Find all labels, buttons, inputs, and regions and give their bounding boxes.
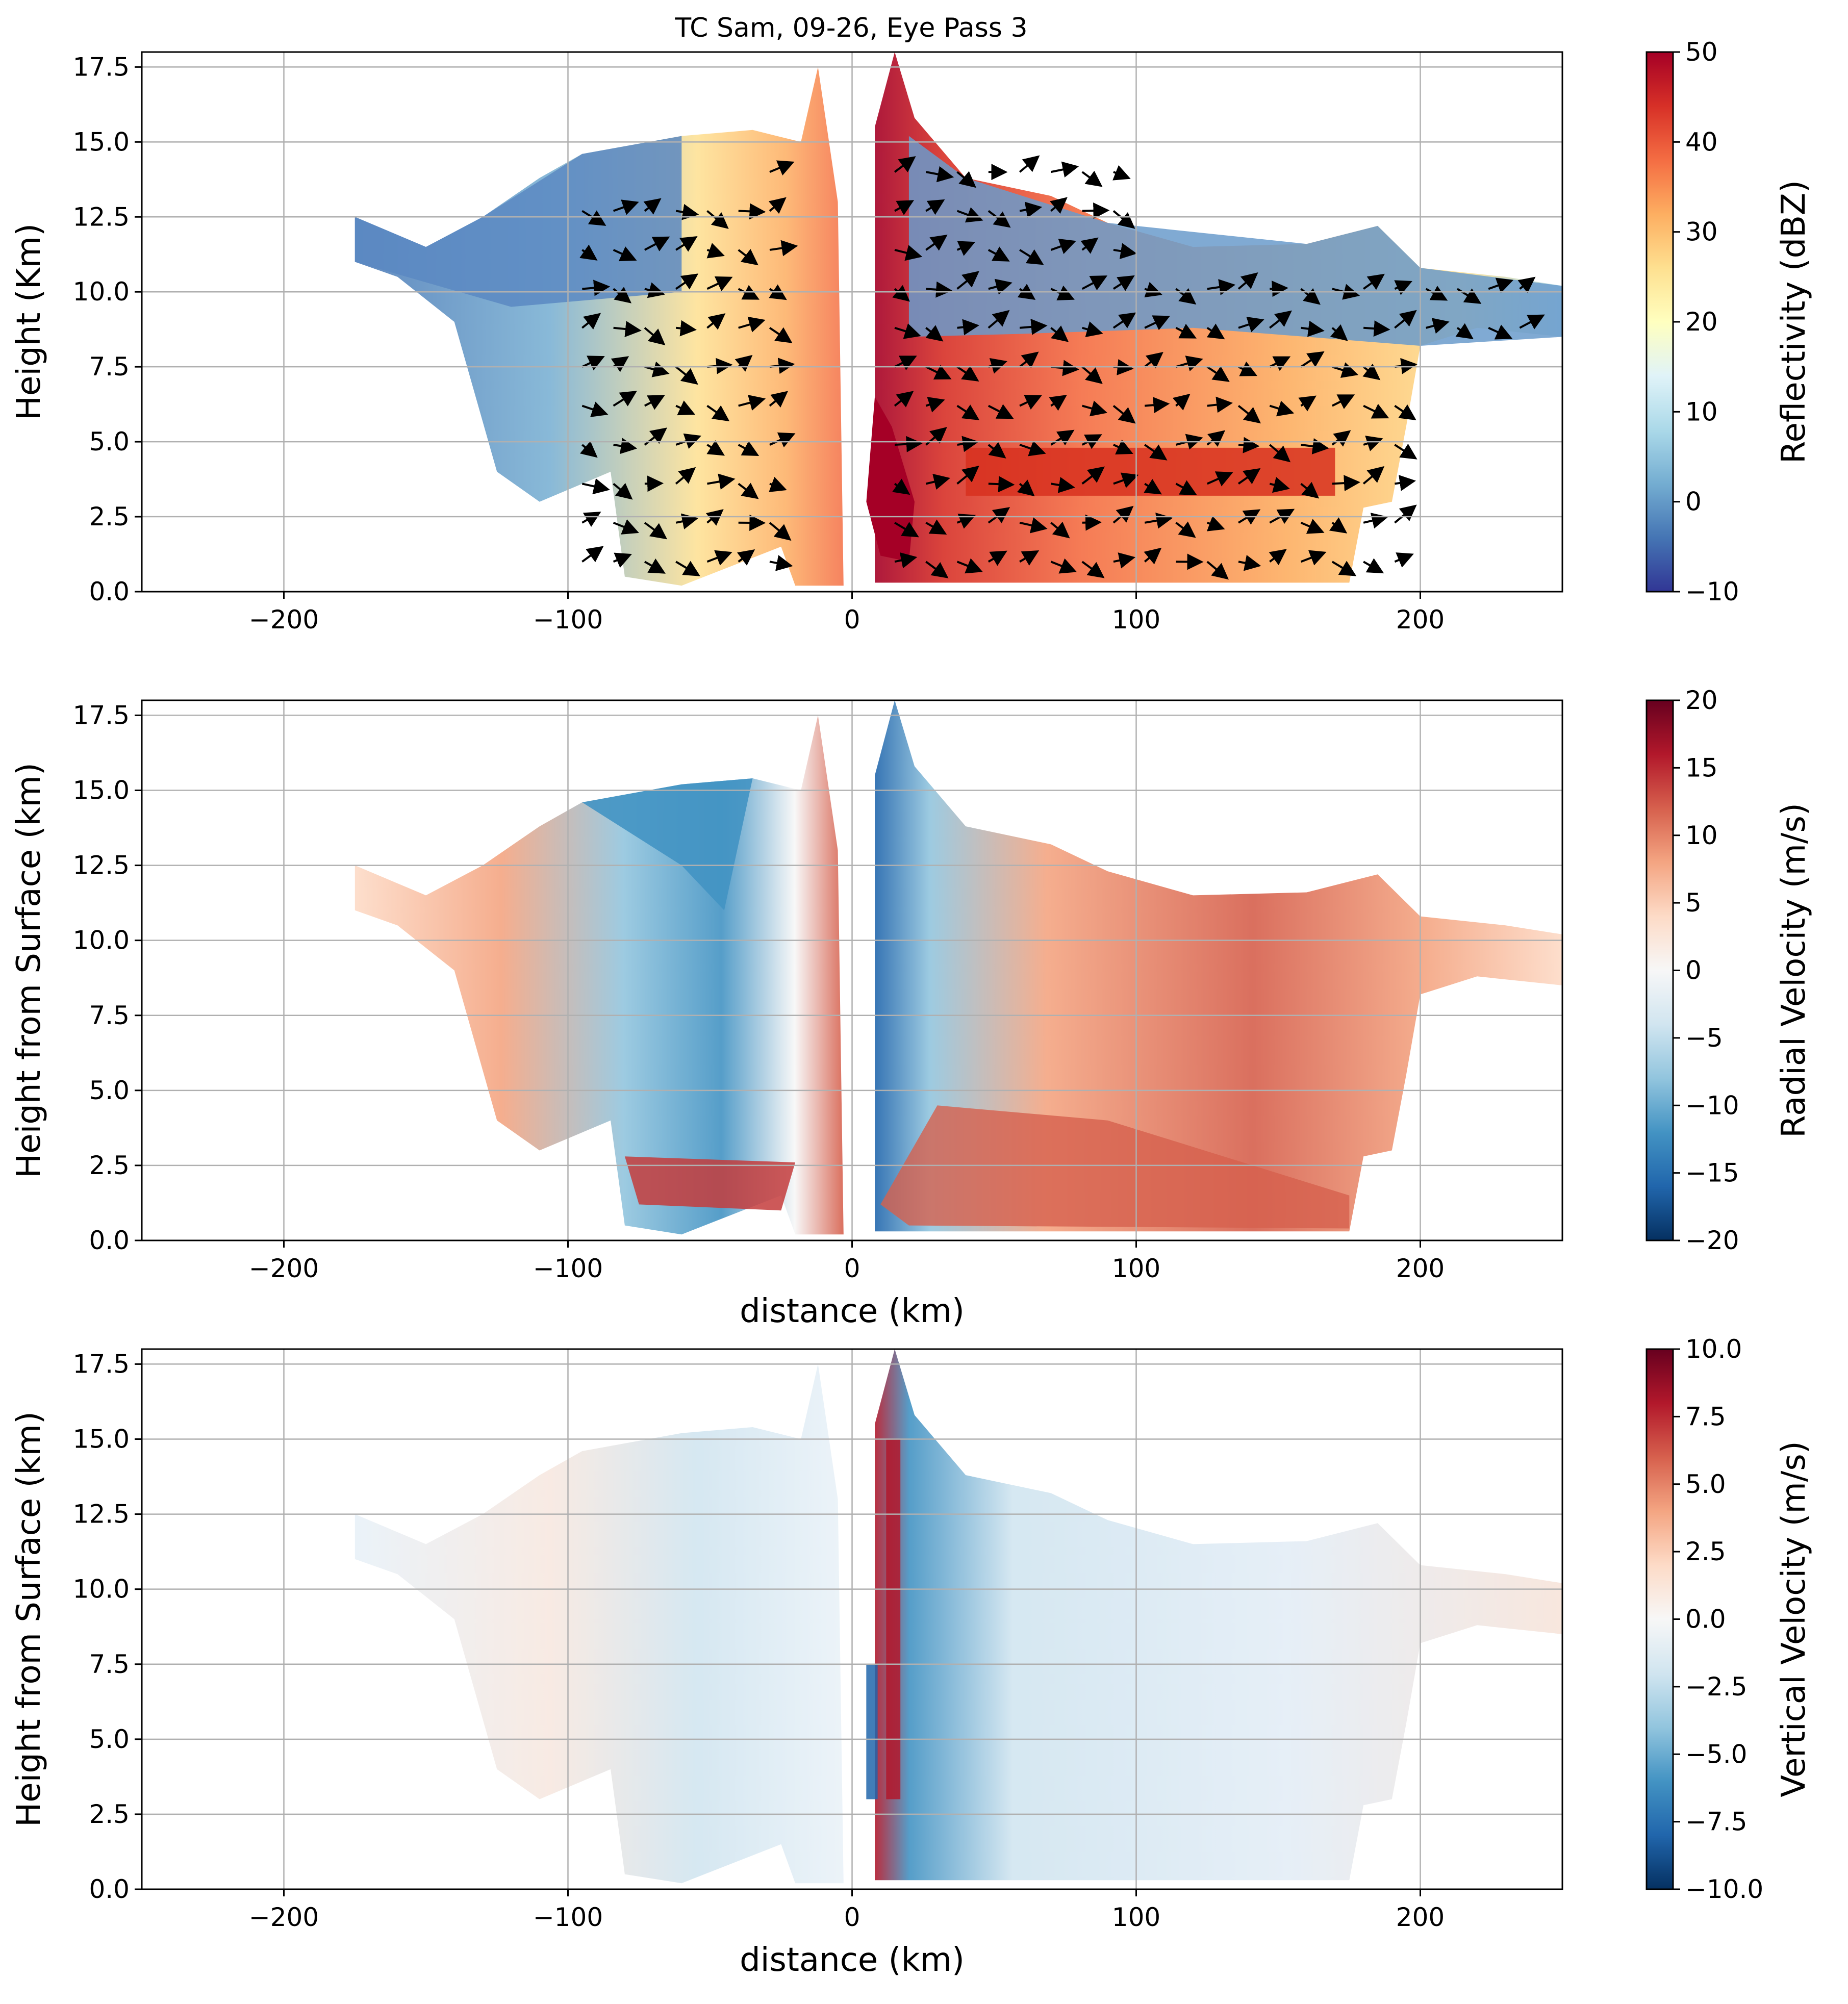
- colorbar-tick-label: 20: [1685, 307, 1718, 337]
- colorbar-tick-label: 5.0: [1685, 1469, 1726, 1499]
- y-tick-label: 10.0: [73, 926, 130, 955]
- colorbar-tick-label: −10.0: [1685, 1874, 1763, 1904]
- y-tick-label: 0.0: [89, 577, 130, 606]
- x-tick-label: 0: [844, 1254, 860, 1283]
- x-tick-label: 200: [1396, 1254, 1445, 1283]
- colorbar: −10.0 −7.5 −5.0 −2.5 0.0 2.5 5.0 7.5 10.0 Vertica…: [1646, 1334, 1813, 1904]
- y-tick-label: 7.5: [89, 352, 130, 382]
- x-tick-label: −200: [249, 605, 319, 635]
- x-tick-label: 100: [1112, 605, 1160, 635]
- y-tick-label: 12.5: [73, 851, 130, 880]
- x-tick-label: −100: [533, 1902, 603, 1932]
- y-tick-label: 0.0: [89, 1226, 130, 1255]
- colorbar-gradient: [1646, 1348, 1674, 1890]
- x-tick-label: 100: [1112, 1902, 1160, 1932]
- colorbar-label: Vertical Velocity (m/s): [1775, 1441, 1813, 1797]
- colorbar-tick-label: 40: [1685, 127, 1718, 157]
- colorbar-tick-label: 30: [1685, 217, 1718, 247]
- y-tick-label: 10.0: [73, 1575, 130, 1604]
- y-axis-label: Height from Surface (km): [10, 763, 48, 1178]
- x-tick-label: −200: [249, 1902, 319, 1932]
- y-tick-label: 17.5: [73, 1349, 130, 1379]
- x-tick-label: 200: [1396, 605, 1445, 635]
- colorbar-tick-label: 0.0: [1685, 1605, 1726, 1634]
- y-tick-label: 5.0: [89, 1724, 130, 1754]
- colorbar-tick-label: −10: [1685, 1090, 1739, 1120]
- x-tick-label: 0: [844, 605, 860, 635]
- colorbar-tick-label: 5: [1685, 888, 1702, 918]
- colorbar-tick-label: −5: [1685, 1023, 1723, 1053]
- y-tick-label: 7.5: [89, 1650, 130, 1679]
- colorbar-tick-label: 0: [1685, 956, 1702, 985]
- colorbar-tick-label: 10.0: [1685, 1334, 1742, 1364]
- y-tick-label: 5.0: [89, 1076, 130, 1105]
- x-axis-label: distance (km): [740, 1941, 965, 1979]
- figure-title: TC Sam, 09-26, Eye Pass 3: [674, 13, 1027, 43]
- panel-radial-velocity: −200 −100 0 100 2000.02.55.07.510.012.515.01…: [10, 686, 1813, 1330]
- colorbar-tick-label: 20: [1685, 686, 1718, 715]
- y-tick-label: 2.5: [89, 502, 130, 531]
- data-field: [355, 52, 1562, 586]
- colorbar-label: Radial Velocity (m/s): [1775, 803, 1813, 1138]
- y-tick-label: 12.5: [73, 202, 130, 232]
- x-tick-label: −200: [249, 1254, 319, 1283]
- y-tick-label: 2.5: [89, 1151, 130, 1180]
- y-axis-label: Height from Surface (km): [10, 1411, 48, 1827]
- colorbar-tick-label: 10: [1685, 821, 1718, 850]
- colorbar-tick-label: −15: [1685, 1158, 1739, 1188]
- grid: [142, 700, 1562, 1241]
- data-field: [355, 1349, 1562, 1884]
- y-tick-label: 15.0: [73, 1425, 130, 1454]
- y-tick-label: 12.5: [73, 1500, 130, 1529]
- colorbar: −20 −15 −10 −5 0 5 10 15 20 Radial Velocity (m/s): [1646, 686, 1813, 1255]
- y-tick-label: 7.5: [89, 1001, 130, 1030]
- y-axis-label: Height (Km): [10, 223, 48, 420]
- colorbar-tick-label: −5.0: [1685, 1739, 1747, 1769]
- y-tick-label: 5.0: [89, 427, 130, 456]
- colorbar-tick-label: −2.5: [1685, 1672, 1747, 1702]
- colorbar-label: Reflectivity (dBZ): [1775, 180, 1813, 464]
- colorbar-tick-label: −20: [1685, 1226, 1739, 1255]
- colorbar-gradient: [1646, 51, 1674, 593]
- x-tick-label: 100: [1112, 1254, 1160, 1283]
- colorbar: −10 0 10 20 30 40 50 Reflectivity (dBZ): [1646, 37, 1813, 606]
- panel-reflectivity: −200 −100 0 100 2000.02.55.07.510.012.515.01…: [10, 37, 1813, 635]
- x-tick-label: −100: [533, 605, 603, 635]
- data-field: [355, 700, 1562, 1235]
- colorbar-tick-label: 7.5: [1685, 1402, 1726, 1431]
- colorbar-tick-label: 50: [1685, 37, 1718, 67]
- y-tick-label: 17.5: [73, 700, 130, 730]
- y-tick-label: 10.0: [73, 277, 130, 307]
- colorbar-tick-label: −10: [1685, 577, 1739, 606]
- wind-vectors: [579, 155, 1545, 580]
- y-tick-label: 17.5: [73, 52, 130, 82]
- colorbar-tick-label: 2.5: [1685, 1537, 1726, 1566]
- x-tick-label: −100: [533, 1254, 603, 1283]
- x-tick-label: 200: [1396, 1902, 1445, 1932]
- y-tick-label: 0.0: [89, 1874, 130, 1904]
- colorbar-tick-label: 0: [1685, 487, 1702, 517]
- colorbar-tick-label: −7.5: [1685, 1807, 1747, 1837]
- colorbar-tick-label: 15: [1685, 753, 1718, 782]
- colorbar-gradient: [1646, 699, 1674, 1241]
- y-tick-label: 15.0: [73, 127, 130, 157]
- x-tick-label: 0: [844, 1902, 860, 1932]
- y-tick-label: 15.0: [73, 776, 130, 805]
- x-axis-label: distance (km): [740, 1292, 965, 1330]
- panel-vertical-velocity: −200 −100 0 100 200 0.0 2.5 5.0 7.5 10.0 12.5 15.0 1…: [10, 1334, 1813, 1979]
- y-tick-label: 2.5: [89, 1799, 130, 1829]
- colorbar-tick-label: 10: [1685, 397, 1718, 426]
